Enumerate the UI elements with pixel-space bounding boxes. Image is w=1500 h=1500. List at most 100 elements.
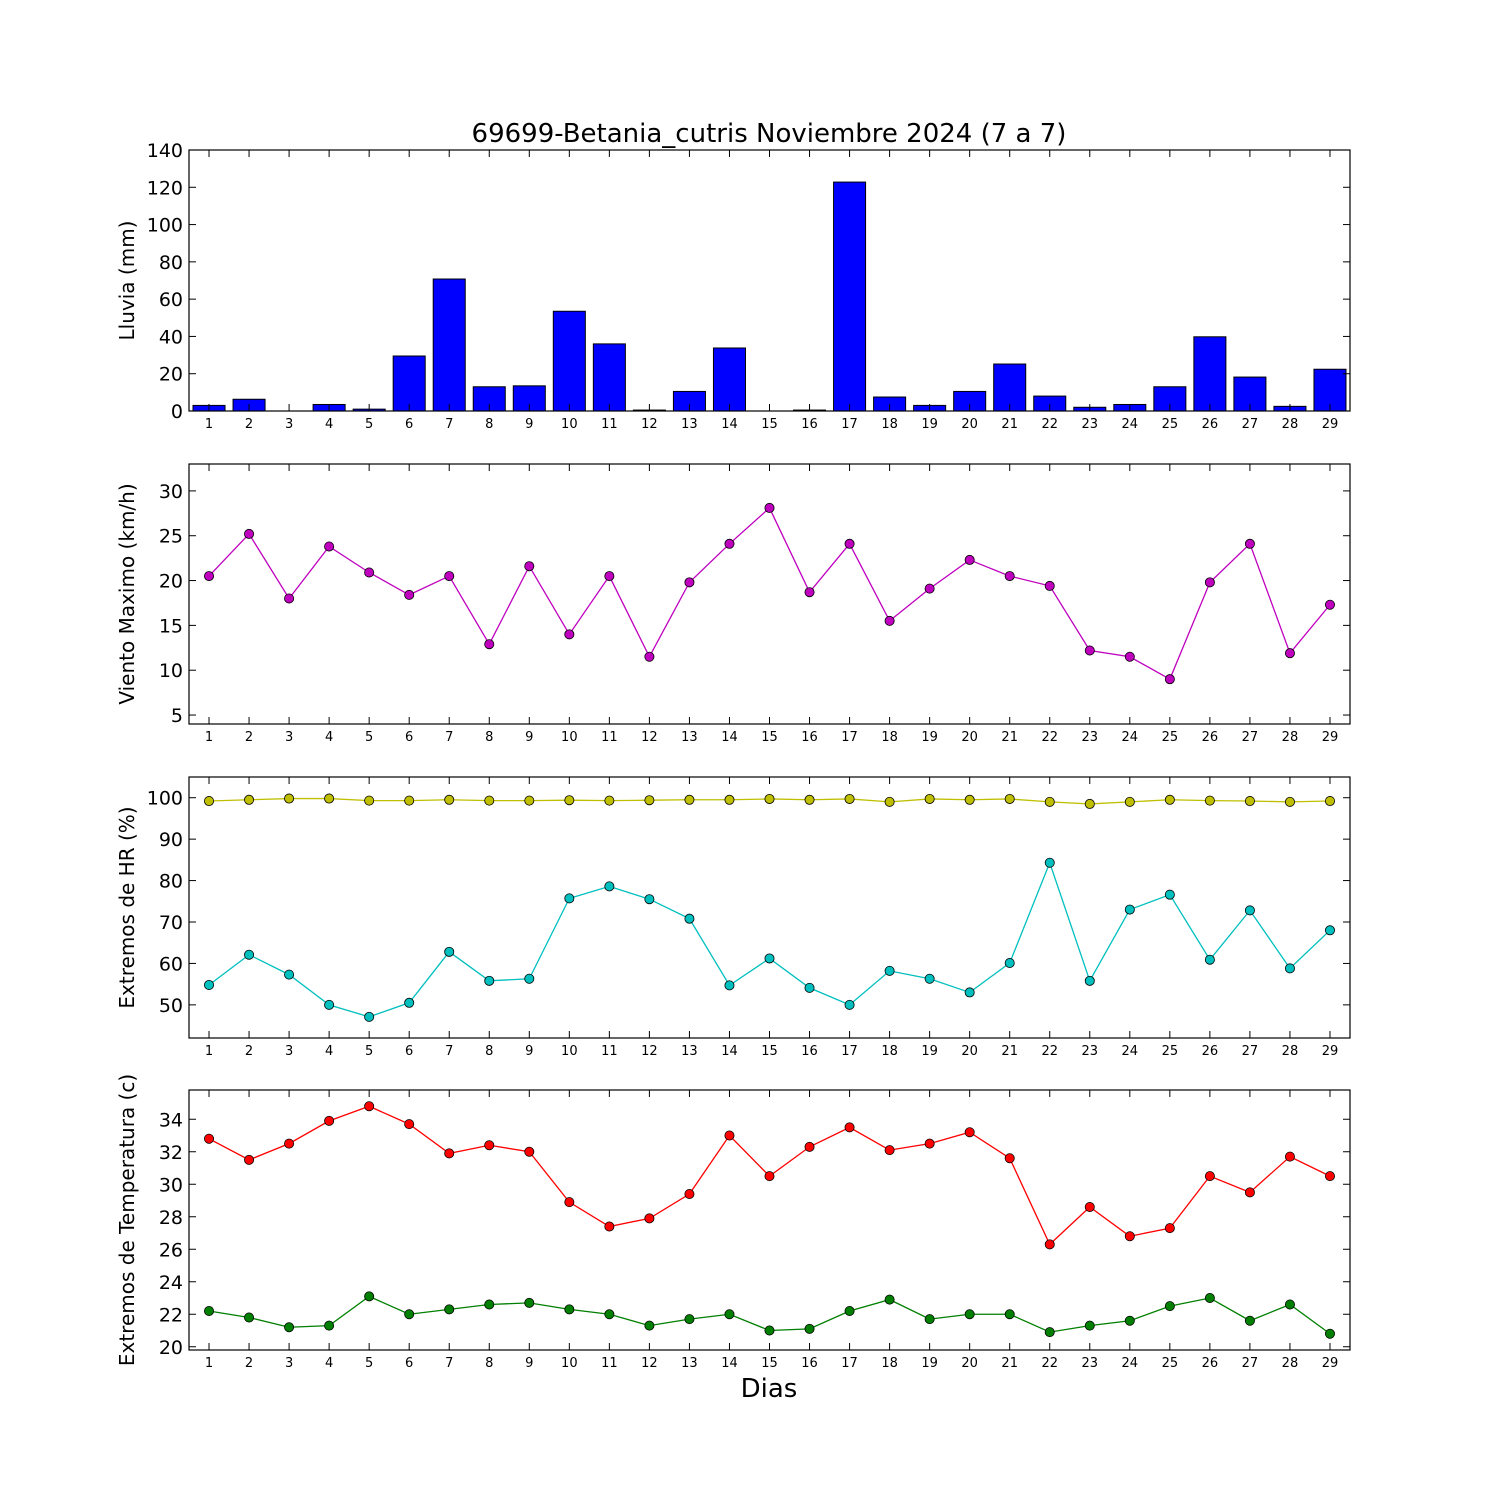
- x-tick-label: 4: [325, 417, 333, 432]
- data-point: [1244, 796, 1255, 807]
- data-point: [1324, 1328, 1335, 1339]
- x-tick-label: 10: [561, 730, 578, 745]
- x-tick-label: 28: [1282, 417, 1299, 432]
- data-point: [1004, 1309, 1015, 1320]
- data-point: [804, 982, 815, 993]
- data-point: [1004, 958, 1015, 969]
- y-tick-label: 26: [159, 1239, 183, 1261]
- x-tick-label: 29: [1322, 417, 1339, 432]
- data-point: [564, 1197, 575, 1208]
- data-point: [284, 1138, 295, 1149]
- x-tick-label: 21: [1001, 1044, 1018, 1059]
- data-point: [764, 953, 775, 964]
- data-point: [1084, 1202, 1095, 1213]
- data-point: [1324, 599, 1335, 610]
- x-tick-label: 24: [1122, 1044, 1139, 1059]
- x-tick-label: 20: [961, 730, 978, 745]
- data-point: [524, 795, 535, 806]
- data-point: [884, 615, 895, 626]
- x-tick-label: 23: [1082, 417, 1099, 432]
- data-point: [604, 571, 615, 582]
- x-tick-label: 24: [1122, 417, 1139, 432]
- x-tick-label: 22: [1041, 1044, 1058, 1059]
- x-tick-label: 27: [1242, 417, 1259, 432]
- x-tick-label: 12: [641, 417, 658, 432]
- data-point: [524, 973, 535, 984]
- data-point: [564, 629, 575, 640]
- x-tick-label: 7: [445, 730, 453, 745]
- data-point: [484, 975, 495, 986]
- data-point: [964, 1127, 975, 1138]
- data-point: [1244, 1315, 1255, 1326]
- x-tick-label: 10: [561, 417, 578, 432]
- data-point: [324, 793, 335, 804]
- y-tick-label: 60: [159, 289, 183, 311]
- y-tick-label: 60: [159, 953, 183, 975]
- x-tick-label: 23: [1082, 730, 1099, 745]
- x-tick-label: 11: [601, 1356, 618, 1371]
- rain-bar: [552, 310, 586, 412]
- x-tick-label: 26: [1202, 417, 1219, 432]
- data-point: [1084, 798, 1095, 809]
- data-point: [404, 1119, 415, 1130]
- plot-frame: [188, 776, 1351, 1039]
- data-point: [1084, 975, 1095, 986]
- data-point: [604, 1309, 615, 1320]
- x-tick-label: 27: [1242, 1044, 1259, 1059]
- rain-bar: [1193, 336, 1227, 412]
- x-tick-label: 1: [205, 1044, 213, 1059]
- x-tick-label: 2: [245, 417, 253, 432]
- data-point: [844, 538, 855, 549]
- x-tick-label: 5: [365, 1356, 373, 1371]
- data-point: [484, 639, 495, 650]
- x-tick-label: 4: [325, 730, 333, 745]
- x-tick-label: 28: [1282, 1044, 1299, 1059]
- x-tick-label: 11: [601, 730, 618, 745]
- x-tick-label: 25: [1162, 1356, 1179, 1371]
- rain-bar: [833, 181, 867, 412]
- y-tick-label: 80: [159, 871, 183, 893]
- x-tick-label: 7: [445, 1044, 453, 1059]
- x-tick-label: 2: [245, 730, 253, 745]
- x-tick-label: 9: [525, 1044, 533, 1059]
- x-tick-label: 13: [681, 1356, 698, 1371]
- data-point: [1284, 1299, 1295, 1310]
- x-tick-label: 9: [525, 1356, 533, 1371]
- x-tick-label: 16: [801, 730, 818, 745]
- data-point: [684, 1189, 695, 1200]
- data-point: [484, 795, 495, 806]
- data-point: [324, 1320, 335, 1331]
- data-point: [204, 571, 215, 582]
- y-tick-label: 32: [159, 1142, 183, 1164]
- data-point: [924, 973, 935, 984]
- data-point: [884, 965, 895, 976]
- x-tick-label: 18: [881, 1044, 898, 1059]
- data-point: [284, 969, 295, 980]
- x-tick-label: 26: [1202, 1356, 1219, 1371]
- data-point: [1204, 577, 1215, 588]
- data-point: [724, 1309, 735, 1320]
- data-point: [1124, 796, 1135, 807]
- x-tick-label: 14: [721, 1356, 738, 1371]
- y-tick-label: 100: [147, 788, 183, 810]
- rain-bar: [392, 355, 426, 412]
- data-point: [1164, 1301, 1175, 1312]
- x-tick-label: 25: [1162, 417, 1179, 432]
- data-point: [684, 577, 695, 588]
- data-point: [204, 979, 215, 990]
- x-tick-label: 4: [325, 1356, 333, 1371]
- data-point: [1324, 925, 1335, 936]
- x-tick-label: 15: [761, 730, 778, 745]
- y-tick-label: 5: [171, 705, 183, 727]
- data-point: [1084, 645, 1095, 656]
- x-tick-label: 17: [841, 417, 858, 432]
- x-tick-label: 3: [285, 1356, 293, 1371]
- series-line: [208, 506, 1331, 681]
- data-point: [1324, 796, 1335, 807]
- data-point: [364, 1101, 375, 1112]
- data-point: [444, 946, 455, 957]
- x-tick-label: 28: [1282, 1356, 1299, 1371]
- x-tick-label: 9: [525, 730, 533, 745]
